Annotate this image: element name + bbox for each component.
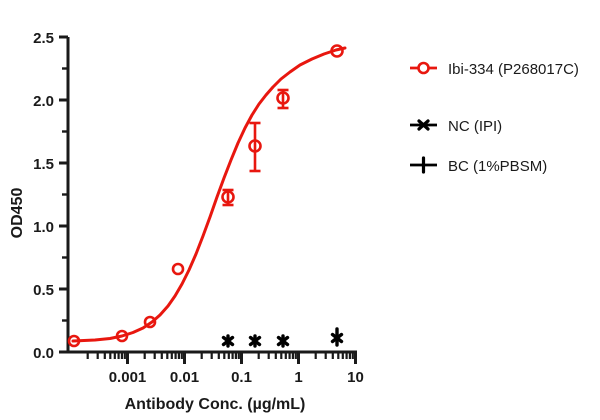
x-tick-label-10: 10 <box>347 369 364 386</box>
data-point <box>248 139 262 153</box>
open-circle-icon <box>417 61 430 75</box>
x-minor-ticks <box>86 352 354 359</box>
x-major-ticks <box>126 352 357 364</box>
series-ibi334-fit-curve <box>71 46 347 343</box>
y-tick-label-1-5: 1.5 <box>33 156 54 173</box>
y-tick-label-0-0: 0.0 <box>33 345 54 362</box>
series-nc-markers <box>221 327 344 348</box>
legend-entry-ibi334[interactable]: Ibi-334 (P268017C) <box>410 61 579 78</box>
y-minor-ticks <box>62 67 68 322</box>
data-point <box>67 334 81 348</box>
x-tick-label-0-01: 0.01 <box>170 369 199 386</box>
data-point <box>171 262 185 276</box>
y-major-ticks <box>59 35 68 354</box>
legend-label-nc: NC (IPI) <box>448 118 502 135</box>
series-ibi334-markers <box>67 44 344 348</box>
x-tick-label-1: 1 <box>294 369 302 386</box>
y-tick-label-0-5: 0.5 <box>33 282 54 299</box>
data-point <box>115 329 129 343</box>
y-axis-title: OD450 <box>9 188 26 239</box>
legend-label-ibi334: Ibi-334 (P268017C) <box>448 61 579 78</box>
data-point <box>221 190 235 204</box>
legend-entry-nc[interactable]: NC (IPI) <box>410 118 502 135</box>
x-icon <box>417 119 430 131</box>
data-point <box>143 315 157 329</box>
y-tick-label-1-0: 1.0 <box>33 219 54 236</box>
x-tick-label-0-001: 0.001 <box>109 369 147 386</box>
x-tick-label-0-1: 0.1 <box>231 369 252 386</box>
data-point <box>276 91 290 105</box>
x-axis-title: Antibody Conc. (µg/mL) <box>125 396 306 413</box>
legend-label-bc: BC (1%PBSM) <box>448 158 547 175</box>
data-point <box>330 44 344 58</box>
y-tick-label-2-0: 2.0 <box>33 93 54 110</box>
legend-entry-bc[interactable]: BC (1%PBSM) <box>410 156 547 175</box>
y-tick-label-2-5: 2.5 <box>33 30 54 47</box>
